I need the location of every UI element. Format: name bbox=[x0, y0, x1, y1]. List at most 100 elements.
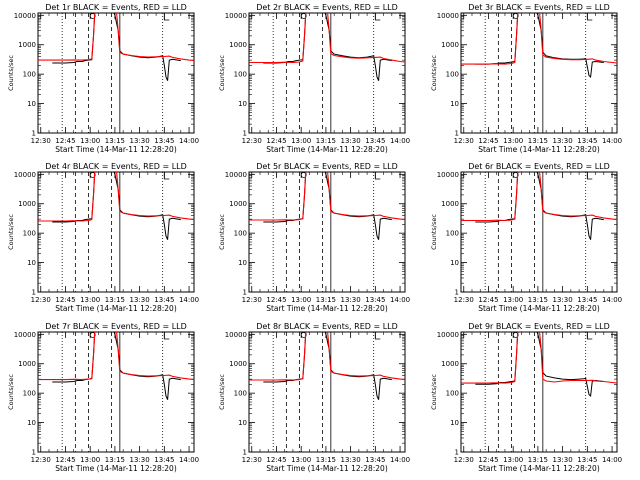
y-tick-label: 100 bbox=[234, 390, 247, 398]
series-group bbox=[38, 172, 194, 240]
x-tick-label: 14:00 bbox=[179, 137, 199, 145]
x-tick-label: 14:00 bbox=[602, 296, 622, 304]
x-tick-label: 12:45 bbox=[266, 137, 286, 145]
x-tick-label: 13:30 bbox=[130, 296, 150, 304]
lld-series-line bbox=[38, 13, 194, 62]
x-axis-label: Start Time (14-Mar-11 12:28:20) bbox=[478, 145, 600, 154]
series-group bbox=[461, 13, 617, 79]
x-tick-label: 13:30 bbox=[553, 137, 573, 145]
y-tick-label: 100 bbox=[23, 390, 36, 398]
y-tick-label: 10000 bbox=[437, 12, 459, 20]
x-tick-label: 12:30 bbox=[454, 296, 474, 304]
x-tick-label: 12:30 bbox=[242, 456, 262, 464]
panel-title: Det 6r BLACK = Events, RED = LLD bbox=[468, 162, 610, 171]
detector-panel-4: 1 10 100 1000 10000 12:30 12:45 13:00 13:15 13:30… bbox=[7, 162, 199, 313]
series-group bbox=[249, 172, 405, 240]
detector-panel-7: 1 10 100 1000 10000 12:30 12:45 13:00 13:15 13:30… bbox=[7, 322, 199, 473]
x-tick-label: 14:00 bbox=[390, 137, 410, 145]
y-axis-label: Counts/sec bbox=[218, 214, 226, 250]
detector-panel-2: 1 10 100 1000 10000 12:30 12:45 13:00 13:15 13:30… bbox=[218, 3, 410, 154]
plot-frame bbox=[460, 331, 618, 453]
detector-panel-8: 1 10 100 1000 10000 12:30 12:45 13:00 13:15 13:30… bbox=[218, 322, 410, 473]
y-tick-label: 100 bbox=[234, 230, 247, 238]
detector-panel-5: 1 10 100 1000 10000 12:30 12:45 13:00 13:15 13:30… bbox=[218, 162, 410, 313]
y-tick-label: 1 bbox=[243, 289, 247, 297]
lld-series-line bbox=[461, 13, 617, 65]
y-tick-label: 1 bbox=[32, 449, 36, 457]
x-tick-label: 13:30 bbox=[341, 296, 361, 304]
x-tick-label: 13:00 bbox=[80, 296, 100, 304]
lld-series-line bbox=[249, 13, 405, 64]
x-tick-label: 13:30 bbox=[341, 456, 361, 464]
x-axis-label: Start Time (14-Mar-11 12:28:20) bbox=[266, 304, 388, 313]
y-tick-label: 10 bbox=[450, 100, 459, 108]
x-axis-label: Start Time (14-Mar-11 12:28:20) bbox=[478, 464, 600, 473]
x-tick-label: 13:30 bbox=[341, 137, 361, 145]
events-series-line bbox=[475, 332, 604, 398]
y-axis-label: Counts/sec bbox=[218, 55, 226, 91]
x-tick-label: 12:45 bbox=[55, 137, 75, 145]
lld-series-line bbox=[461, 172, 617, 222]
detector-panel-1: 1 10 100 1000 10000 12:30 12:45 13:00 13:15 13:30… bbox=[7, 3, 199, 154]
lld-series-line bbox=[38, 172, 194, 222]
y-tick-label: 10000 bbox=[14, 12, 36, 20]
detector-panel-3: 1 10 100 1000 10000 12:30 12:45 13:00 13:15 13:30… bbox=[430, 3, 622, 154]
y-tick-label: 1000 bbox=[441, 41, 459, 49]
x-tick-label: 13:00 bbox=[80, 137, 100, 145]
x-tick-label: 14:00 bbox=[602, 137, 622, 145]
plot-frame bbox=[37, 12, 195, 134]
y-tick-label: 10000 bbox=[437, 331, 459, 339]
y-tick-label: 10000 bbox=[225, 331, 247, 339]
x-tick-label: 13:00 bbox=[503, 456, 523, 464]
x-tick-label: 13:15 bbox=[528, 296, 548, 304]
panel-title: Det 7r BLACK = Events, RED = LLD bbox=[45, 322, 187, 331]
panel-title: Det 8r BLACK = Events, RED = LLD bbox=[256, 322, 398, 331]
y-tick-label: 10 bbox=[450, 419, 459, 427]
x-tick-label: 12:45 bbox=[55, 456, 75, 464]
y-axis-label: Counts/sec bbox=[218, 374, 226, 410]
x-tick-label: 13:00 bbox=[291, 456, 311, 464]
x-tick-label: 13:45 bbox=[365, 456, 385, 464]
plot-frame bbox=[37, 331, 195, 453]
x-tick-label: 13:30 bbox=[130, 137, 150, 145]
x-tick-label: 13:45 bbox=[577, 456, 597, 464]
series-group bbox=[38, 332, 194, 400]
y-tick-label: 1000 bbox=[229, 41, 247, 49]
detector-panel-6: 1 10 100 1000 10000 12:30 12:45 13:00 13:15 13:30… bbox=[430, 162, 622, 313]
x-tick-label: 13:15 bbox=[316, 296, 336, 304]
series-group bbox=[461, 172, 617, 240]
x-tick-label: 12:30 bbox=[242, 137, 262, 145]
plot-frame bbox=[460, 171, 618, 293]
y-tick-label: 100 bbox=[234, 71, 247, 79]
y-tick-label: 1 bbox=[455, 449, 459, 457]
y-tick-label: 10000 bbox=[225, 12, 247, 20]
lld-series-line bbox=[461, 332, 617, 384]
x-tick-label: 13:00 bbox=[503, 137, 523, 145]
y-tick-label: 1000 bbox=[18, 200, 36, 208]
series-group bbox=[249, 13, 405, 81]
y-axis-label: Counts/sec bbox=[430, 374, 438, 410]
x-tick-label: 13:00 bbox=[291, 296, 311, 304]
series-group bbox=[461, 332, 617, 398]
x-tick-label: 14:00 bbox=[179, 296, 199, 304]
y-tick-label: 10 bbox=[27, 259, 36, 267]
events-series-line bbox=[52, 172, 181, 240]
x-tick-label: 13:15 bbox=[528, 456, 548, 464]
x-tick-label: 13:15 bbox=[105, 137, 125, 145]
plot-frame bbox=[248, 12, 406, 134]
x-tick-label: 12:45 bbox=[266, 456, 286, 464]
y-tick-label: 1000 bbox=[18, 360, 36, 368]
y-tick-label: 10000 bbox=[14, 171, 36, 179]
x-tick-label: 13:00 bbox=[80, 456, 100, 464]
series-group bbox=[249, 332, 405, 400]
y-tick-label: 100 bbox=[23, 230, 36, 238]
x-tick-label: 14:00 bbox=[390, 456, 410, 464]
x-tick-label: 13:15 bbox=[316, 456, 336, 464]
x-tick-label: 14:00 bbox=[390, 296, 410, 304]
x-tick-label: 13:45 bbox=[365, 296, 385, 304]
y-tick-label: 1 bbox=[32, 289, 36, 297]
events-series-line bbox=[263, 13, 392, 81]
y-tick-label: 1000 bbox=[441, 200, 459, 208]
x-tick-label: 13:45 bbox=[154, 137, 174, 145]
y-tick-label: 1000 bbox=[229, 360, 247, 368]
